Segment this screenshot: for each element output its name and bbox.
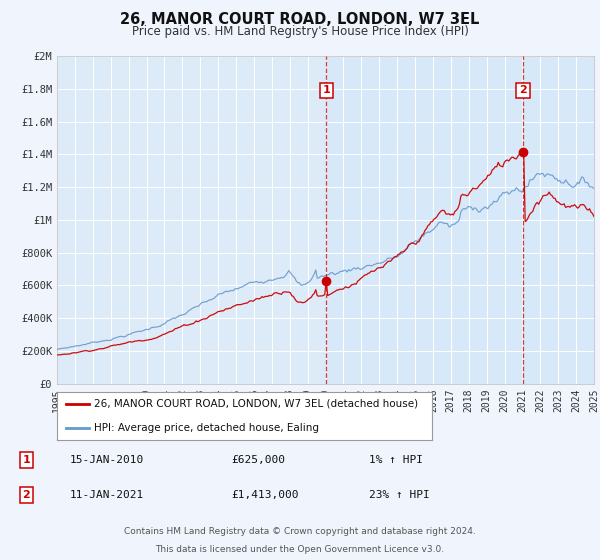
Text: 2: 2: [23, 490, 30, 500]
Text: 26, MANOR COURT ROAD, LONDON, W7 3EL: 26, MANOR COURT ROAD, LONDON, W7 3EL: [121, 12, 479, 27]
Text: 23% ↑ HPI: 23% ↑ HPI: [369, 490, 430, 500]
Text: 26, MANOR COURT ROAD, LONDON, W7 3EL (detached house): 26, MANOR COURT ROAD, LONDON, W7 3EL (de…: [95, 399, 419, 409]
Text: HPI: Average price, detached house, Ealing: HPI: Average price, detached house, Eali…: [95, 423, 320, 433]
Text: 1: 1: [322, 85, 330, 95]
Text: Contains HM Land Registry data © Crown copyright and database right 2024.: Contains HM Land Registry data © Crown c…: [124, 527, 476, 536]
Text: 11-JAN-2021: 11-JAN-2021: [70, 490, 144, 500]
Bar: [326, 56, 594, 384]
Text: This data is licensed under the Open Government Licence v3.0.: This data is licensed under the Open Gov…: [155, 545, 445, 554]
Text: 1: 1: [23, 455, 30, 465]
Text: £625,000: £625,000: [231, 455, 285, 465]
Text: Price paid vs. HM Land Registry's House Price Index (HPI): Price paid vs. HM Land Registry's House …: [131, 25, 469, 38]
Text: 2: 2: [519, 85, 527, 95]
Text: £1,413,000: £1,413,000: [231, 490, 298, 500]
Text: 1% ↑ HPI: 1% ↑ HPI: [369, 455, 423, 465]
Text: 15-JAN-2010: 15-JAN-2010: [70, 455, 144, 465]
